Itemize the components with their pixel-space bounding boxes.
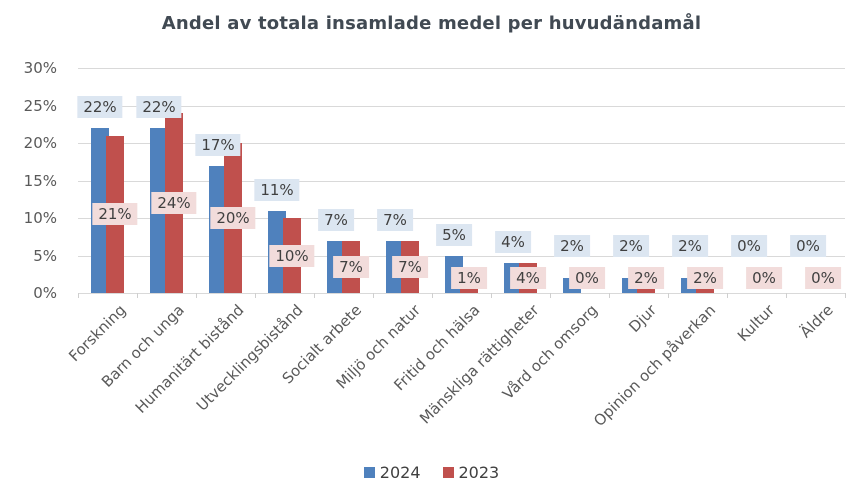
legend-item-2024: 2024 <box>363 463 421 482</box>
data-label-2023: 10% <box>269 244 315 267</box>
legend-item-2023: 2023 <box>442 463 500 482</box>
x-axis-tick <box>373 293 374 298</box>
data-label-2024: 17% <box>195 133 241 156</box>
data-label-2024: 7% <box>377 208 413 231</box>
bar-2024 <box>209 165 227 293</box>
data-label-2023: 0% <box>805 267 841 289</box>
data-label-2024: 7% <box>318 208 354 231</box>
data-label-2023: 21% <box>92 203 138 226</box>
data-label-2024: 2% <box>672 235 708 257</box>
data-label-2023: 0% <box>569 267 605 289</box>
data-label-2023: 0% <box>746 267 782 289</box>
category-label: Humanitärt bistånd <box>131 301 248 417</box>
y-axis-tick-label: 10% <box>23 209 57 227</box>
x-axis-tick <box>255 293 256 298</box>
data-label-2023: 7% <box>392 255 428 278</box>
gridline <box>78 143 845 144</box>
gridline <box>78 293 845 294</box>
category-label: Opinion och påverkan <box>590 301 720 431</box>
x-axis-tick <box>550 293 551 298</box>
y-axis-tick-label: 15% <box>23 171 57 190</box>
legend-swatch-2024 <box>363 467 375 478</box>
gridline <box>78 105 845 107</box>
data-label-2023: 4% <box>510 267 546 289</box>
y-axis-tick-label: 0% <box>33 284 57 302</box>
category-label: Äldre <box>796 301 838 342</box>
y-axis-tick-label: 20% <box>23 134 57 152</box>
data-label-2024: 0% <box>790 235 826 257</box>
data-label-2024: 5% <box>436 223 472 246</box>
data-label-2024: 22% <box>77 96 123 118</box>
data-label-2024: 2% <box>613 235 649 257</box>
x-axis-tick <box>78 293 79 298</box>
y-axis-tick-label: 25% <box>23 96 57 115</box>
category-label: Kultur <box>734 301 779 346</box>
legend-label-2023: 2023 <box>458 463 500 482</box>
legend-label-2024: 2024 <box>379 463 421 482</box>
data-label-2024: 4% <box>495 231 531 253</box>
x-axis-tick <box>432 293 433 298</box>
x-axis-tick <box>491 293 492 298</box>
data-label-2024: 22% <box>136 96 182 118</box>
chart-title: Andel av totala insamlade medel per huvu… <box>161 13 702 34</box>
x-axis-tick <box>137 293 138 298</box>
y-axis-tick-label: 30% <box>23 59 57 77</box>
data-label-2023: 1% <box>451 267 487 289</box>
legend-swatch-2023 <box>442 467 454 478</box>
data-label-2023: 2% <box>687 267 723 289</box>
gridline <box>78 218 845 219</box>
category-label: Utvecklingsbistånd <box>192 301 307 415</box>
x-axis-tick <box>845 293 846 298</box>
category-label: Djur <box>625 301 661 336</box>
x-axis-tick <box>727 293 728 298</box>
gridline <box>78 180 845 182</box>
data-label-2024: 2% <box>554 235 590 257</box>
y-axis-tick-label: 5% <box>33 246 57 265</box>
gridline <box>78 68 845 69</box>
x-axis-tick <box>668 293 669 298</box>
bar-2023 <box>460 285 478 293</box>
x-axis-tick <box>786 293 787 298</box>
x-axis-tick <box>196 293 197 298</box>
x-axis-tick <box>314 293 315 298</box>
data-label-2024: 0% <box>731 235 767 257</box>
data-label-2023: 20% <box>210 207 256 229</box>
data-label-2023: 7% <box>333 255 369 278</box>
data-label-2023: 24% <box>151 192 197 214</box>
legend: 2024 2023 <box>0 463 863 482</box>
data-label-2023: 2% <box>628 267 664 289</box>
x-axis-tick <box>609 293 610 298</box>
data-label-2024: 11% <box>254 178 300 201</box>
